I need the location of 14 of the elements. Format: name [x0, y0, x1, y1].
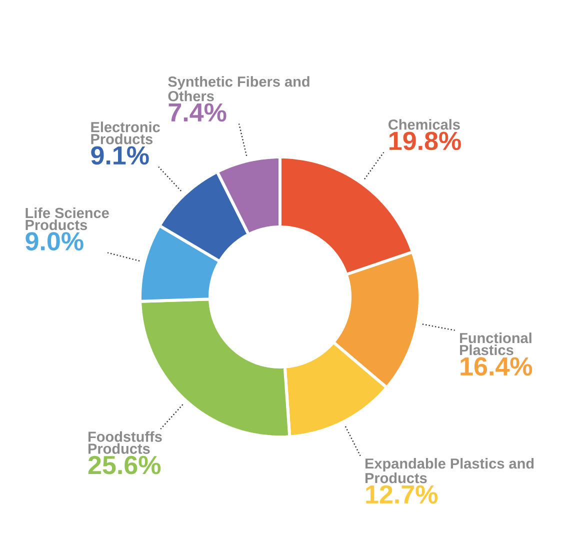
slice-label: Electronic Products — [91, 122, 160, 144]
slice-label: Life Science Products — [26, 207, 109, 230]
data-label: 25.6% — [88, 456, 161, 474]
slice-label: Foodstuffs Products — [88, 431, 162, 454]
data-label: 16.4% — [460, 357, 532, 376]
slice-label: Expandable Plastics and Products — [365, 458, 534, 484]
data-label: 12.7% — [366, 485, 438, 504]
slice-label: Synthetic Fibers and Others — [168, 76, 310, 102]
slice-label: Functional Plastics — [460, 332, 532, 356]
slice-label: Chemicals — [388, 119, 460, 130]
data-label: 9.0% — [26, 232, 84, 251]
data-label: 7.4% — [168, 103, 226, 122]
data-label: 19.8% — [390, 132, 461, 150]
data-label: 9.1% — [91, 146, 149, 165]
